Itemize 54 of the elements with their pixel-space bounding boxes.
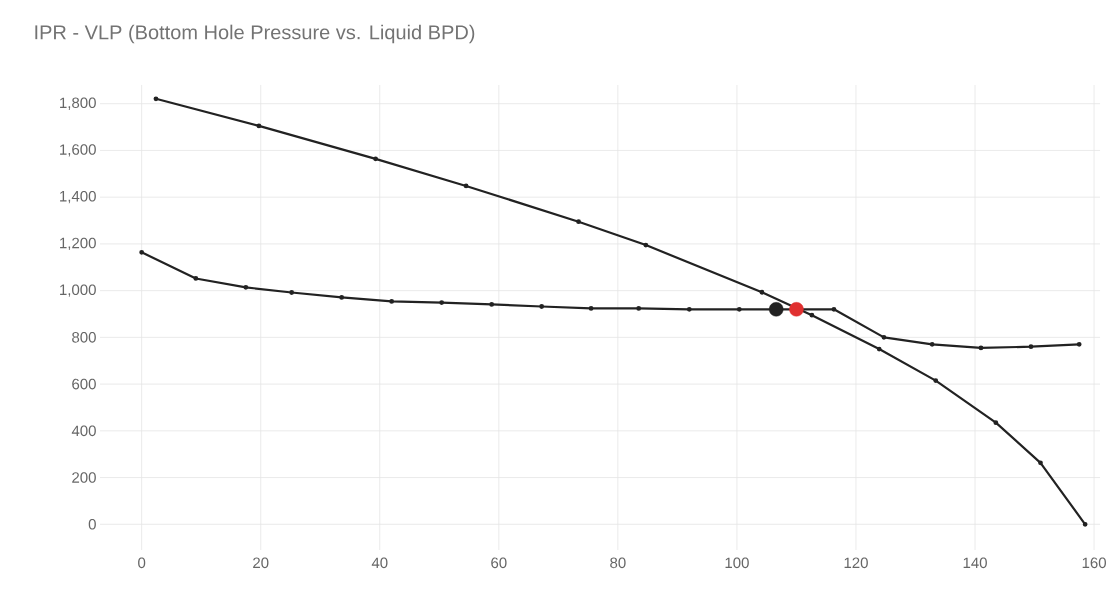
point — [929, 341, 935, 347]
x-tick-label: 100 — [725, 557, 749, 569]
point — [243, 284, 249, 290]
x-tick-label: 120 — [844, 557, 868, 569]
point — [463, 183, 469, 189]
point — [539, 304, 545, 309]
point — [636, 305, 642, 311]
y-tick-label: 600 — [72, 378, 96, 390]
point — [588, 305, 594, 311]
y-tick-label: 1,200 — [60, 237, 96, 251]
point — [809, 312, 815, 318]
x-tick-label: 0 — [138, 557, 146, 569]
point — [489, 302, 495, 307]
x-tick-label: 60 — [491, 557, 507, 569]
point — [881, 334, 887, 340]
x-tick-label: 40 — [371, 557, 388, 569]
chart-title: IPR - VLP (Bottom Hole Pressure vs. Liquid BPD) — [35, 24, 475, 44]
point — [978, 345, 984, 351]
point — [373, 156, 378, 162]
point — [769, 302, 784, 317]
point — [1038, 460, 1043, 466]
point — [643, 242, 649, 248]
x-tick-label: 160 — [1082, 557, 1106, 569]
y-tick-label: 200 — [72, 472, 96, 483]
point — [1082, 521, 1088, 527]
y-tick-label: 800 — [72, 332, 96, 343]
y-tick-label: 1,600 — [60, 144, 96, 157]
point — [1076, 341, 1082, 347]
point — [153, 96, 159, 102]
point — [193, 276, 199, 281]
y-tick-label: 0 — [88, 518, 96, 530]
point — [736, 306, 742, 312]
point — [993, 420, 999, 426]
y-tick-label: 400 — [71, 425, 96, 437]
y-tick-label: 1,800 — [60, 97, 96, 110]
point — [256, 123, 262, 129]
y-tick-label: 1,000 — [60, 284, 96, 297]
point — [439, 300, 445, 305]
point — [289, 290, 295, 295]
point — [789, 302, 804, 317]
point — [686, 306, 692, 312]
point — [389, 298, 395, 304]
x-tick-label: 80 — [610, 557, 626, 569]
point — [576, 219, 581, 225]
point — [876, 346, 882, 352]
point — [339, 295, 345, 300]
point — [831, 306, 837, 312]
x-tick-label: 140 — [963, 557, 987, 569]
point — [1028, 344, 1034, 350]
point — [139, 249, 145, 255]
y-tick-label: 1,400 — [60, 190, 96, 204]
point — [759, 289, 765, 295]
x-tick-label: 20 — [253, 557, 269, 569]
point — [933, 378, 939, 383]
